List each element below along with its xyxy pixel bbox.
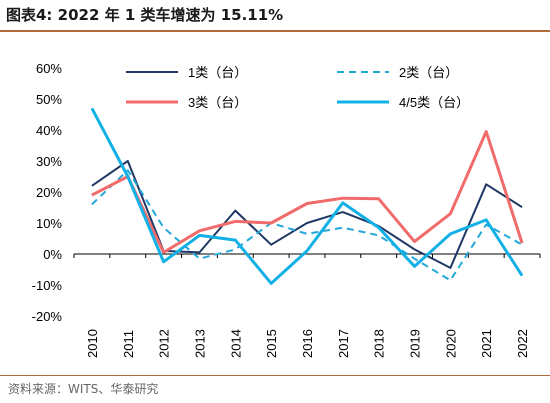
x-tick-label: 2015: [264, 329, 279, 358]
x-axis-ticks: [73, 254, 541, 258]
x-tick-label: 2021: [479, 329, 494, 358]
y-axis-tick-labels: -20% -10% 0% 10% 20% 30% 40% 50% 60%: [32, 61, 63, 324]
figure-title: 图表4: 2022 年 1 类车增速为 15.11%: [6, 6, 284, 24]
legend-label-3: 3类（台）: [188, 95, 247, 110]
x-tick-label: 2010: [85, 329, 100, 358]
source-note: 资料来源：WITS、华泰研究: [8, 382, 159, 396]
x-tick-label: 2017: [336, 329, 351, 358]
y-tick-label: -10%: [32, 278, 63, 293]
x-tick-label: 2011: [121, 330, 136, 358]
series-line-2: [91, 169, 523, 282]
x-tick-label: 2019: [408, 329, 423, 358]
legend-label-2: 2类（台）: [399, 65, 458, 80]
x-tick-label: 2022: [515, 329, 530, 358]
source-divider: [0, 375, 550, 376]
y-tick-label: 20%: [36, 185, 62, 200]
legend: 1类（台） 2类（台） 3类（台） 4/5类（台）: [126, 65, 469, 110]
y-tick-label: 30%: [36, 154, 62, 169]
y-tick-label: 0%: [43, 247, 62, 262]
x-tick-label: 2016: [300, 329, 315, 358]
y-tick-label: -20%: [32, 309, 63, 324]
growth-line-chart: -20%-10%0%10%20%30%40%50%60% 2010 2011 201…: [32, 61, 541, 358]
series-lines: [90, 107, 524, 285]
series-line-4: [90, 107, 524, 285]
title-divider: [0, 30, 550, 32]
x-tick-label: 2020: [443, 329, 458, 358]
x-axis-tick-labels: 2010 2011 2012 2013 2014 2015 2016 2017 2018 2019…: [85, 329, 530, 358]
x-tick-label: 2014: [228, 329, 243, 358]
legend-label-4: 4/5类（台）: [399, 95, 469, 110]
x-tick-label: 2012: [157, 329, 172, 358]
x-tick-label: 2013: [192, 329, 207, 358]
y-tick-label: 40%: [36, 123, 62, 138]
legend-label-1: 1类（台）: [188, 65, 247, 80]
y-tick-label: 50%: [36, 92, 62, 107]
y-tick-label: 10%: [36, 216, 62, 231]
y-tick-label: 60%: [36, 61, 62, 76]
x-tick-label: 2018: [372, 329, 387, 358]
series-line-3: [91, 130, 524, 254]
